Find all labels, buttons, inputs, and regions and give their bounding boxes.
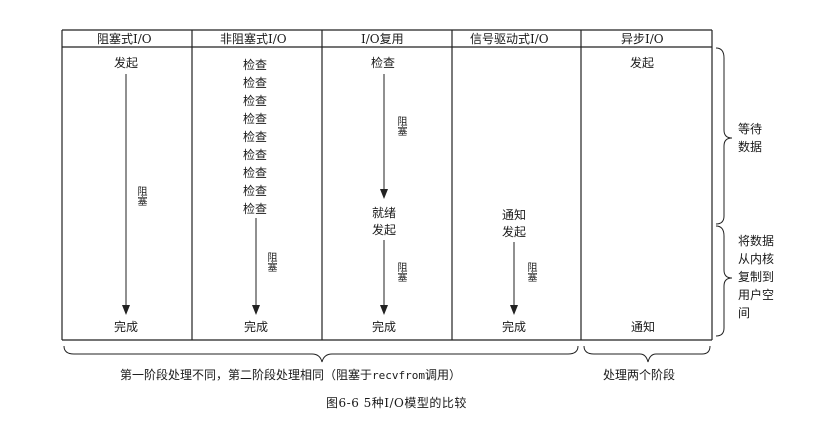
nonblocking-arrow-head — [252, 305, 260, 315]
multiplex-arrow1-head — [380, 189, 388, 199]
first-phase-note: 第一阶段处理不同，第二阶段处理相同（阻塞于recvfrom调用） — [120, 368, 461, 383]
copy-phase-brace — [715, 225, 733, 337]
multiplex-complete-label: 完成 — [372, 320, 397, 334]
nonblocking-check-2: 检查 — [243, 76, 268, 90]
blocking-start-label: 发起 — [114, 56, 139, 70]
multiplex-arrow1-label: 阻塞 — [395, 116, 406, 136]
header-io-multiplexing: I/O复用 — [361, 32, 404, 46]
signal-arrow-label: 阻塞 — [525, 262, 536, 282]
multiplex-ready-label: 就绪 — [372, 206, 397, 220]
header-async-io: 异步I/O — [621, 32, 664, 46]
first-phase-note-suffix: 调用） — [425, 368, 462, 382]
nonblocking-check-8: 检查 — [243, 184, 268, 198]
first-phase-note-prefix: 第一阶段处理不同，第二阶段处理相同（阻塞于 — [120, 368, 373, 382]
async-start-label: 发起 — [630, 56, 655, 70]
header-blocking-io: 阻塞式I/O — [97, 32, 152, 46]
both-phases-note: 处理两个阶段 — [603, 368, 676, 382]
blocking-arrow-head — [122, 305, 130, 315]
blocking-complete-label: 完成 — [114, 320, 139, 334]
wait-phase-brace — [715, 47, 733, 225]
nonblocking-arrow-label: 阻塞 — [265, 252, 276, 272]
blocking-arrow-label: 阻塞 — [135, 186, 146, 206]
nonblocking-check-3: 检查 — [243, 94, 268, 108]
signal-arrow-head — [510, 305, 518, 315]
multiplex-check-label: 检查 — [371, 56, 396, 70]
nonblocking-complete-label: 完成 — [244, 320, 269, 334]
nonblocking-check-4: 检查 — [243, 112, 268, 126]
copy-phase-label: 将数据从内核复制到用户空间 — [738, 234, 775, 320]
first-phase-brace — [63, 345, 579, 363]
async-notify-label: 通知 — [631, 320, 656, 334]
nonblocking-check-5: 检查 — [243, 130, 268, 144]
wait-phase-label: 等待数据 — [738, 122, 763, 154]
nonblocking-check-6: 检查 — [243, 148, 268, 162]
nonblocking-check-9: 检查 — [243, 202, 268, 216]
signal-notify-label: 通知 — [502, 208, 527, 222]
nonblocking-check-1: 检查 — [243, 58, 268, 72]
header-nonblocking-io: 非阻塞式I/O — [220, 32, 287, 46]
multiplex-start-label: 发起 — [372, 223, 397, 237]
signal-complete-label: 完成 — [502, 320, 527, 334]
both-phases-brace — [583, 345, 711, 363]
nonblocking-check-7: 检查 — [243, 166, 268, 180]
recvfrom-code: recvfrom — [372, 369, 425, 382]
header-signal-driven-io: 信号驱动式I/O — [470, 32, 549, 46]
multiplex-arrow2-head — [380, 305, 388, 315]
multiplex-arrow2-label: 阻塞 — [395, 262, 406, 282]
signal-start-label: 发起 — [502, 225, 527, 239]
figure-caption: 图6-6 5种I/O模型的比较 — [326, 396, 467, 410]
